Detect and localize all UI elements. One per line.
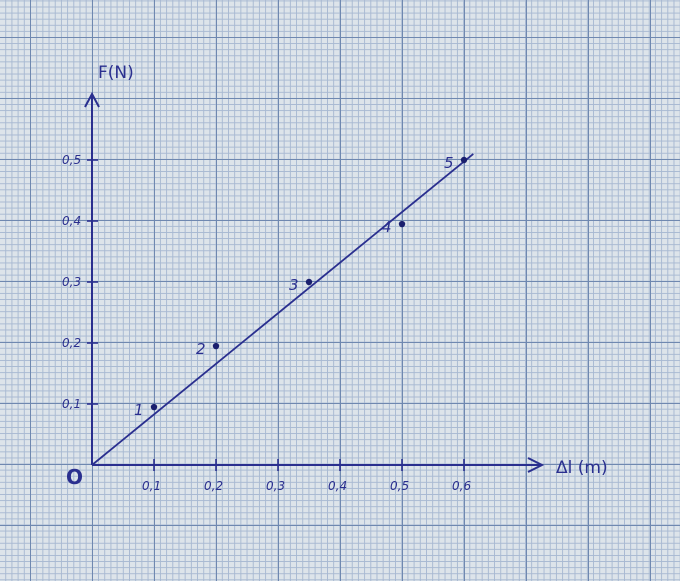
- data-point-4: [398, 220, 406, 228]
- x-tick-label-6: 0,6: [452, 479, 471, 493]
- data-points: 1 2 3 4 5: [134, 154, 468, 419]
- x-tick-label-5: 0,5: [390, 479, 409, 493]
- origin-label: O: [66, 465, 83, 489]
- y-axis-label: F(N): [98, 63, 134, 83]
- y-axis-arrow: [84, 91, 100, 108]
- point-label-4: 4: [382, 218, 392, 236]
- y-tick-label-2: 0,2: [62, 336, 81, 350]
- data-point-3: [305, 278, 313, 286]
- data-point-5: [460, 156, 468, 164]
- x-tick-label-1: 0,1: [142, 479, 161, 493]
- x-tick-label-2: 0,2: [204, 479, 223, 493]
- x-tick-label-3: 0,3: [266, 479, 285, 493]
- y-tick-label-5: 0,5: [62, 153, 81, 167]
- x-axis-arrow: [527, 457, 545, 473]
- point-label-1: 1: [134, 401, 144, 419]
- x-axis-label: Δl (m): [556, 458, 608, 478]
- point-label-2: 2: [196, 340, 206, 358]
- point-label-3: 3: [289, 276, 299, 294]
- y-tick-label-4: 0,4: [62, 214, 81, 228]
- y-tick-label-1: 0,1: [62, 397, 81, 411]
- fit-line-group: [91, 153, 474, 466]
- point-label-5: 5: [444, 154, 454, 172]
- fit-line: [91, 153, 474, 466]
- y-tick-label-3: 0,3: [62, 275, 81, 289]
- ticks: 0,1 0,2 0,3 0,4 0,5 0,6 0,1 0,2 0,3 0,4 0,5: [62, 153, 471, 493]
- data-point-2: [212, 342, 220, 350]
- x-tick-label-4: 0,4: [328, 479, 347, 493]
- data-point-1: [150, 403, 158, 411]
